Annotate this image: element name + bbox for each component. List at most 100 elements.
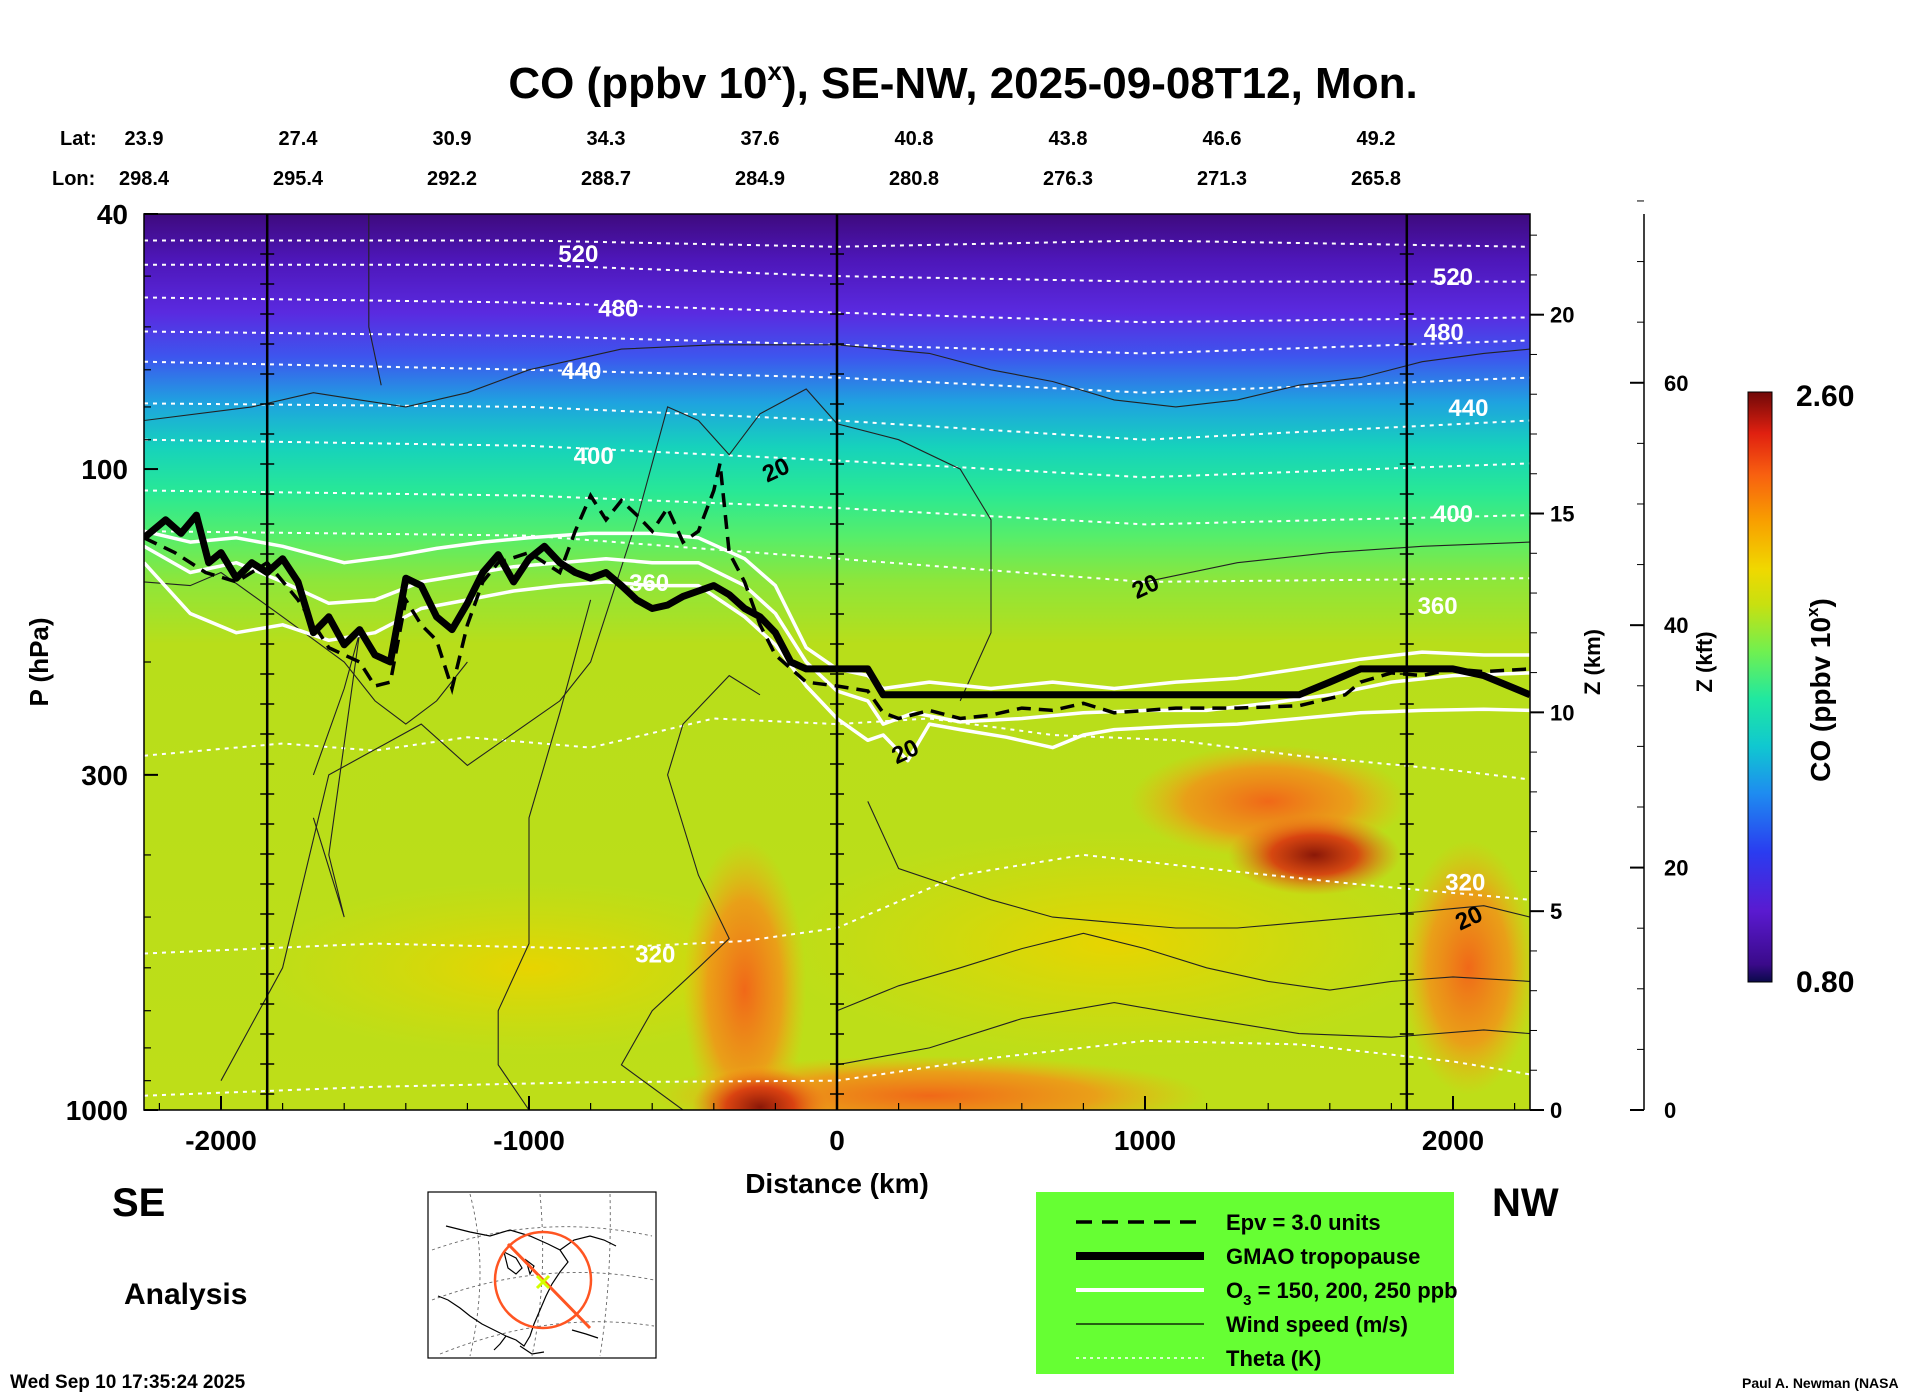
co-surface-core [692,1067,828,1110]
lon-value: 292.2 [427,168,477,190]
legend-item-3: Wind speed (m/s) [1076,1312,1408,1337]
legend-item-4: Theta (K) [1076,1346,1321,1371]
co-upper-core [1228,814,1401,895]
wind-contour-3 [220,388,992,1081]
lon-value: 271.3 [1197,168,1247,190]
map-gridlines [431,1193,655,1357]
map-center-marker [535,1274,551,1290]
wind-contour-2 [312,632,361,918]
legend-item-2: O3 = 150, 200, 250 ppb [1076,1278,1458,1309]
z-km-tick-label: 0 [1550,1098,1562,1123]
credit: Paul A. Newman (NASA [1742,1375,1899,1391]
z-kft-axis: 0 20 40 60 [1630,200,1688,1123]
z-km-axis: 0 5 10 15 20 [1530,234,1574,1123]
wind-contour-6 [836,932,1530,1012]
ozone-contour-0 [144,529,1530,691]
z-kft-tick-label: 40 [1664,613,1688,638]
lat-lon-row: 23.9 298.4 27.4 295.4 30.9 292.2 34.3 288.7 37.6… [119,128,1401,190]
wind-contour-10 [1144,541,1530,583]
theta-labels: 520 480 440 400 360 320 520 480 440 400 360 320 [558,241,1488,969]
lon-value: 298.4 [119,168,170,190]
theta-line-9 [144,717,1530,781]
co-field-blobs [251,745,1530,1110]
analysis-label: Analysis [124,1278,247,1311]
legend-item-0: Epv = 3.0 units [1076,1210,1381,1235]
map-coastlines [437,1225,617,1355]
wind-contour-7 [836,1002,1530,1066]
z-km-tick-label: 20 [1550,303,1574,328]
x-tick-label: -1000 [493,1125,565,1156]
wind-contour-8 [867,801,1530,929]
z-km-tick-label: 15 [1550,502,1574,527]
colorbar-max-label: 2.60 [1796,380,1854,413]
lat-value: 37.6 [741,128,780,150]
vertical-marker-lines [260,214,1414,1110]
y-tick-label: 40 [97,199,128,230]
x-tick-label: 2000 [1422,1125,1484,1156]
y-tick-label: 1000 [66,1095,128,1126]
inset-map [427,1191,657,1359]
theta-line-10 [144,853,1530,955]
lat-value: 27.4 [279,128,319,150]
lon-value: 288.7 [581,168,631,190]
x-axis-label: Distance (km) [745,1168,929,1199]
chart-title: CO (ppbv 10x), SE-NW, 2025-09-08T12, Mon… [508,56,1417,108]
theta-label: 520 [1433,264,1473,291]
timestamp: Wed Sep 10 17:35:24 2025 [10,1372,246,1393]
lon-value: 280.8 [889,168,939,190]
theta-label: 480 [1424,319,1464,346]
co-region-mid [251,881,807,1055]
legend-label: Theta (K) [1226,1346,1321,1371]
theta-line-11 [144,1039,1530,1097]
lat-value: 46.6 [1203,128,1242,150]
z-kft-label: Z (kft) [1692,631,1717,692]
theta-label: 480 [598,296,638,323]
z-kft-tick-label: 60 [1664,371,1688,396]
lon-label: Lon: [52,168,95,190]
tropopause-line [144,511,1530,699]
theta-label: 400 [1433,501,1473,528]
lat-value: 49.2 [1357,128,1396,150]
direction-nw: NW [1492,1181,1559,1225]
theta-label: 440 [561,358,601,385]
lon-value: 265.8 [1351,168,1401,190]
legend-item-1: GMAO tropopause [1076,1244,1420,1269]
colorbar-title: CO (ppbv 10x) [1803,598,1836,782]
y-tick-label: 300 [81,760,128,791]
x-tick-label: 1000 [1114,1125,1176,1156]
epv-line [144,463,1530,721]
lon-value: 276.3 [1043,168,1093,190]
z-kft-tick-label: 0 [1664,1098,1676,1123]
map-range-circle [493,1230,593,1330]
lon-value: 295.4 [273,168,324,190]
legend-label: GMAO tropopause [1226,1244,1420,1269]
lat-value: 34.3 [587,128,626,150]
lat-value: 40.8 [895,128,934,150]
y-axis-label: P (hPa) [24,617,54,706]
wind-contour-9 [144,571,468,725]
wind-contour-1 [368,214,382,386]
colorbar [1747,391,1773,983]
theta-label: 320 [635,942,675,969]
lat-label: Lat: [60,128,97,150]
y-axis: 40 100 300 1000 [66,199,158,1126]
z-kft-tick-label: 20 [1664,856,1688,881]
theta-label: 360 [629,570,669,597]
wind-contour-0 [144,344,1530,422]
x-tick-label: 0 [829,1125,845,1156]
z-km-label: Z (km) [1580,629,1605,695]
lat-value: 23.9 [125,128,164,150]
legend: Epv = 3.0 units GMAO tropopause O3 = 150, … [1036,1192,1458,1374]
theta-label: 400 [574,443,614,470]
z-km-tick-label: 5 [1550,899,1562,924]
x-axis: -2000 -1000 0 1000 2000 [158,1096,1516,1156]
wind-speed-contours [144,214,1530,1110]
theta-label: 520 [558,241,598,268]
colorbar-min-label: 0.80 [1796,966,1854,999]
legend-label: Epv = 3.0 units [1226,1210,1381,1235]
theta-label: 360 [1418,593,1458,620]
y-tick-label: 100 [81,454,128,485]
legend-label: O3 = 150, 200, 250 ppb [1226,1278,1458,1309]
